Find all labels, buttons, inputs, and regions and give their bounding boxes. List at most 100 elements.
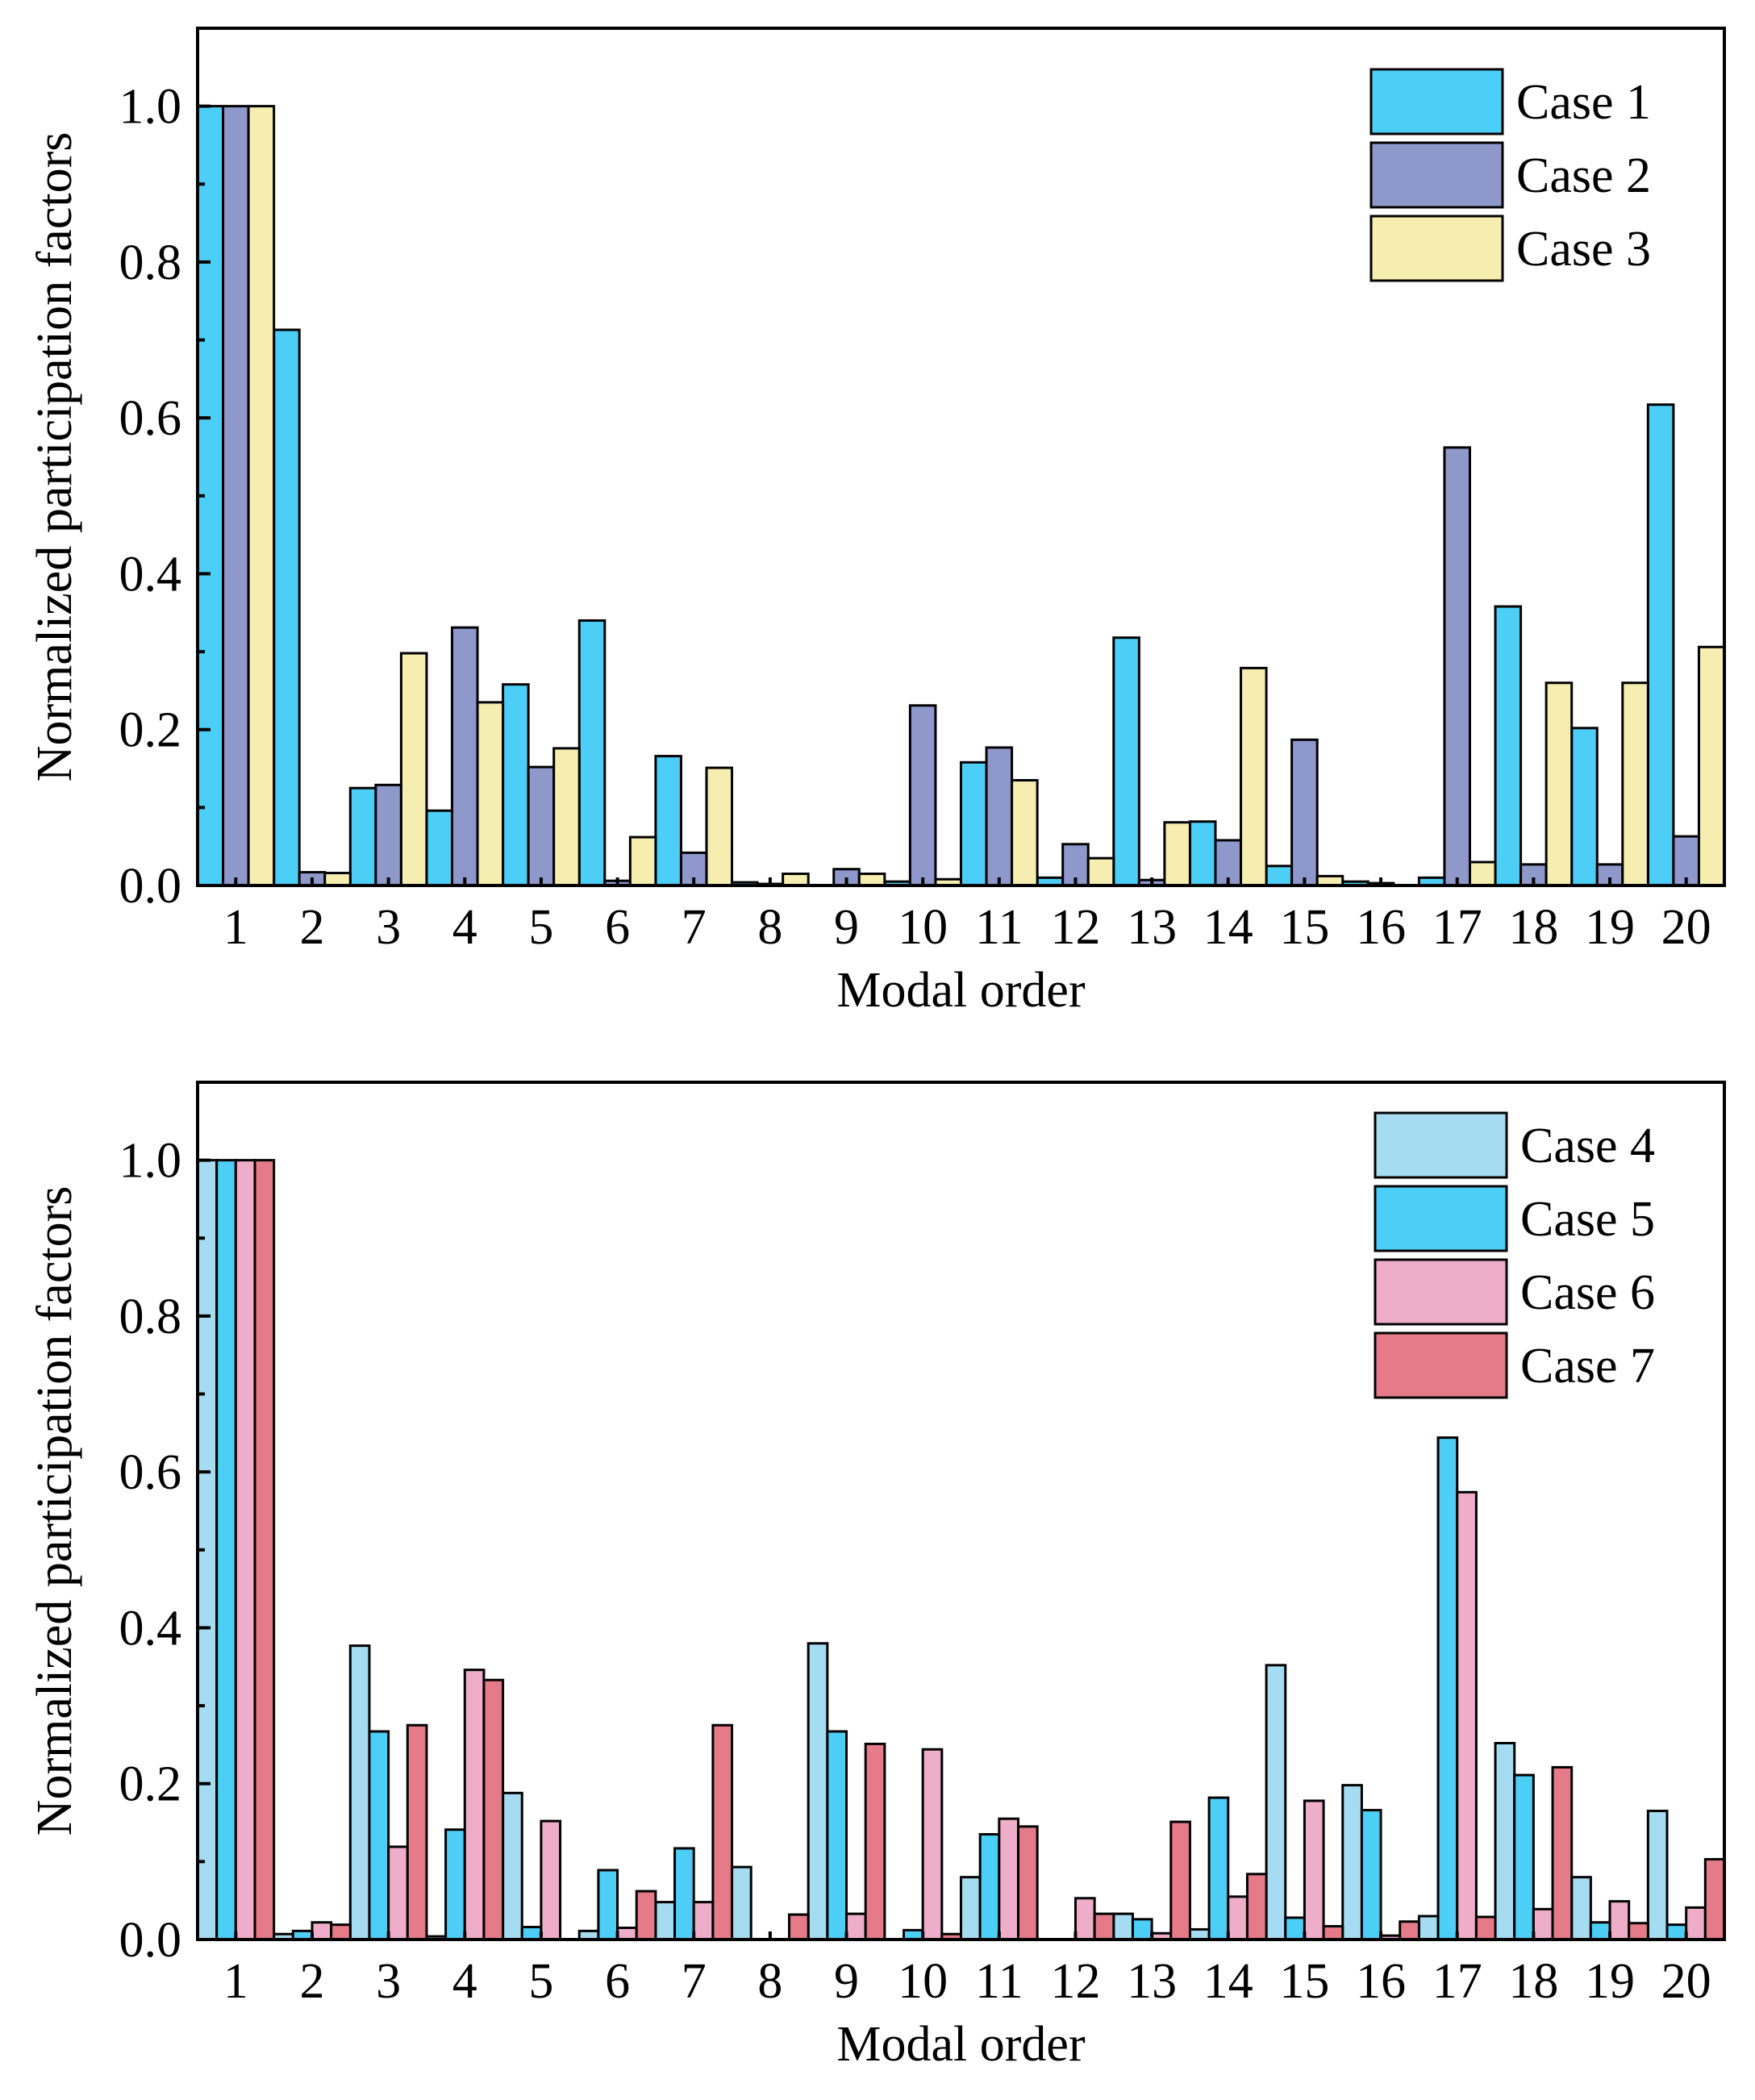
bar	[273, 328, 301, 887]
legend-swatch	[1374, 1111, 1508, 1179]
x-tick-label: 18	[1508, 1954, 1558, 2009]
bar	[1265, 865, 1294, 887]
chart-bottom: 0.00.20.40.60.81.01 2 3 4 5 6 7 8 9 10 11 12 13 14 15 1…	[27, 1081, 1726, 2072]
bar	[1621, 681, 1649, 887]
x-tick-label: 7	[682, 900, 707, 955]
y-tick-label: 0.6	[119, 391, 182, 446]
bar	[1341, 1784, 1363, 1941]
bar	[1290, 738, 1319, 887]
bar	[1245, 1873, 1268, 1941]
bar	[788, 1913, 810, 1941]
legend-swatch	[1369, 68, 1504, 135]
bar	[425, 809, 454, 887]
x-tick-label: 13	[1127, 900, 1177, 955]
bar	[1665, 1923, 1688, 1941]
bar	[998, 1817, 1019, 1941]
bar	[502, 1791, 523, 1941]
bar	[1011, 779, 1039, 887]
bar	[330, 1923, 352, 1941]
x-tick-label: 20	[1661, 900, 1711, 955]
bar	[1207, 1796, 1230, 1941]
legend-swatch	[1374, 1185, 1508, 1252]
bar	[857, 873, 886, 887]
bar	[215, 1159, 237, 1941]
x-tick-label: 20	[1661, 1954, 1711, 2009]
x-tick-label: 10	[898, 1954, 948, 2009]
x-tick-label: 6	[605, 900, 630, 955]
bar	[711, 1723, 734, 1941]
bar	[323, 872, 352, 887]
x-tick-label: 16	[1356, 1954, 1406, 2009]
bar	[1284, 1916, 1306, 1941]
bar	[1112, 1912, 1134, 1941]
bar	[502, 683, 530, 887]
bar	[406, 1723, 428, 1941]
bar	[1513, 1773, 1535, 1941]
bar	[1112, 636, 1140, 887]
x-tick-label: 4	[452, 1954, 477, 2009]
legend-label: Case 3	[1516, 222, 1651, 277]
bar	[1322, 1925, 1344, 1941]
bar	[807, 1642, 829, 1941]
x-tick-label: 8	[757, 1954, 782, 2009]
bar	[520, 1926, 543, 1941]
x-tick-label: 1	[223, 900, 248, 955]
series-case-4	[196, 1159, 1669, 1941]
bar	[705, 766, 734, 887]
x-tick-label: 11	[975, 900, 1023, 955]
x-tick-label: 17	[1432, 900, 1482, 955]
bar	[1589, 1921, 1611, 1941]
bar	[348, 1644, 371, 1941]
x-tick-label: 2	[299, 1954, 324, 2009]
x-axis-title: Modal order	[836, 963, 1086, 1018]
bar	[1570, 1876, 1592, 1941]
bar	[387, 1845, 409, 1941]
plot-frame	[196, 1081, 1726, 1941]
series-case-7	[253, 1159, 1726, 1941]
bar	[311, 1921, 333, 1941]
bar	[463, 1669, 486, 1941]
bar	[1417, 1915, 1440, 1941]
y-tick-label: 0.2	[119, 1757, 182, 1812]
bar	[368, 1730, 390, 1941]
x-tick-label: 12	[1050, 900, 1100, 955]
bar	[577, 619, 607, 887]
bar	[476, 701, 505, 887]
bar	[654, 755, 682, 887]
bar	[1551, 1765, 1574, 1941]
bar	[782, 873, 810, 887]
y-tick-label: 0.0	[119, 1913, 182, 1968]
bar	[451, 626, 479, 887]
series-case-5	[215, 1159, 1688, 1941]
bar	[1703, 1857, 1726, 1941]
y-axis-title: Normalized participation factors	[27, 1186, 82, 1836]
bar	[1570, 727, 1599, 887]
bar	[1303, 1799, 1325, 1941]
x-tick-label: 7	[682, 1954, 707, 2009]
bar	[921, 1748, 944, 1941]
bar	[1163, 821, 1191, 887]
x-axis-title: Modal order	[836, 2017, 1086, 2072]
x-tick-label: 8	[757, 900, 782, 955]
x-tick-label: 19	[1585, 1954, 1635, 2009]
bar	[985, 746, 1014, 887]
x-tick-label: 13	[1127, 1954, 1177, 2009]
plot-frame	[196, 27, 1726, 887]
bar	[253, 1159, 276, 1941]
x-tick-label: 5	[528, 1954, 553, 2009]
x-tick-label: 17	[1432, 1954, 1482, 2009]
x-tick-label: 2	[299, 900, 324, 955]
x-tick-label: 14	[1203, 900, 1253, 955]
bar	[527, 765, 556, 887]
bar	[1685, 1906, 1707, 1941]
y-tick-label: 0.6	[119, 1445, 182, 1500]
legend-swatch	[1369, 141, 1504, 209]
bar	[1494, 605, 1523, 887]
bar	[374, 783, 402, 887]
bar	[1169, 1820, 1191, 1941]
legend-swatch	[1374, 1331, 1508, 1399]
bar	[1436, 1436, 1459, 1941]
y-tick-label: 0.8	[119, 1290, 182, 1344]
bar	[1086, 856, 1115, 887]
x-tick-label: 9	[834, 900, 859, 955]
